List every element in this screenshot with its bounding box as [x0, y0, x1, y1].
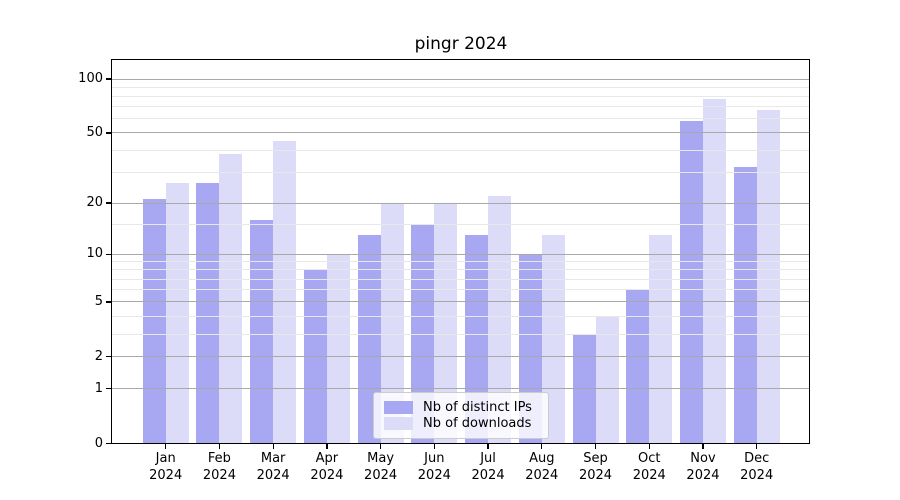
bar-downloads-oct [649, 235, 673, 444]
x-tick [165, 444, 167, 449]
bar-distinct-ips-apr [303, 269, 327, 444]
major-gridline [112, 78, 810, 80]
x-label-year: 2024 [310, 468, 344, 483]
bar-downloads-apr [326, 254, 350, 444]
legend-item-downloads: Nb of downloads [384, 416, 538, 431]
bar-downloads-aug [541, 235, 565, 444]
x-tick-label-feb: Feb 2024 [187, 450, 251, 484]
minor-gridline [112, 86, 810, 88]
bar-distinct-ips-dec [733, 167, 757, 444]
x-tick [594, 444, 597, 449]
bar-distinct-ips-sep [572, 334, 596, 444]
x-tick-label-sep: Sep 2024 [564, 450, 628, 484]
bar-downloads-jun [434, 203, 458, 444]
bar-downloads-dec [756, 110, 780, 444]
y-tick [106, 78, 111, 80]
x-label-year: 2024 [632, 468, 666, 483]
bar-downloads-sep [595, 316, 619, 444]
bar-downloads-mar [273, 141, 297, 444]
x-label-month: Sep [583, 451, 608, 466]
x-label-year: 2024 [740, 468, 774, 483]
x-label-year: 2024 [686, 468, 720, 483]
x-label-month: Aug [529, 451, 555, 466]
x-label-month: Mar [260, 451, 286, 466]
bar-distinct-ips-may [357, 235, 381, 444]
x-label-year: 2024 [578, 468, 613, 483]
legend-label-downloads: Nb of downloads [423, 416, 532, 431]
x-tick-label-dec: Dec 2024 [725, 450, 789, 484]
legend: Nb of distinct IPs Nb of downloads [373, 392, 549, 439]
x-tick-label-nov: Nov 2024 [671, 450, 735, 484]
x-tick [648, 444, 650, 449]
legend-label-distinct-ips: Nb of distinct IPs [423, 400, 532, 415]
y-tick-label: 1 [94, 380, 103, 396]
bar-distinct-ips-nov [679, 121, 703, 444]
bar-distinct-ips-feb [196, 183, 220, 444]
x-label-year: 2024 [364, 468, 398, 483]
x-label-year: 2024 [256, 468, 290, 483]
x-label-month: Jul [480, 451, 496, 466]
y-tick [106, 202, 111, 204]
y-tick [106, 301, 111, 303]
y-tick [106, 388, 111, 390]
y-tick [106, 356, 111, 358]
x-tick [326, 444, 328, 449]
y-tick-label: 100 [78, 71, 103, 86]
legend-item-distinct-ips: Nb of distinct IPs [384, 400, 538, 415]
legend-swatch-distinct-ips [384, 401, 413, 414]
x-tick [756, 444, 758, 449]
bar-downloads-may [380, 203, 404, 444]
y-tick [106, 442, 111, 445]
x-label-month: Jun [424, 451, 445, 466]
x-label-month: Jan [155, 451, 176, 466]
y-tick-label: 20 [86, 195, 103, 211]
x-label-month: Dec [744, 451, 770, 466]
bar-downloads-jan [165, 183, 189, 444]
x-tick-label-jul: Jul 2024 [456, 450, 520, 484]
x-label-year: 2024 [525, 468, 559, 483]
x-label-year: 2024 [202, 468, 236, 483]
x-label-month: Nov [690, 451, 716, 466]
x-label-year: 2024 [417, 468, 451, 483]
x-tick-label-jun: Jun 2024 [402, 450, 466, 484]
y-tick-label: 5 [94, 293, 103, 309]
x-label-year: 2024 [149, 468, 183, 483]
x-tick [272, 444, 274, 449]
bar-distinct-ips-mar [250, 219, 274, 444]
bar-distinct-ips-jul [465, 235, 489, 444]
x-tick [541, 444, 543, 449]
x-tick-label-apr: Apr 2024 [295, 450, 359, 484]
x-label-month: Oct [637, 451, 661, 466]
bar-downloads-feb [219, 154, 243, 444]
minor-gridline [112, 95, 810, 97]
x-tick-label-may: May 2024 [349, 450, 413, 484]
bar-distinct-ips-oct [626, 289, 650, 444]
x-label-year: 2024 [471, 468, 505, 483]
x-tick-label-jan: Jan 2024 [134, 450, 198, 484]
y-tick-label: 10 [86, 246, 103, 262]
x-tick [218, 444, 221, 449]
x-label-month: May [367, 451, 395, 466]
y-tick [106, 132, 111, 134]
x-label-month: Feb [207, 451, 231, 466]
bar-distinct-ips-jan [142, 199, 166, 444]
y-tick [106, 253, 111, 255]
x-tick-label-mar: Mar 2024 [241, 450, 305, 484]
legend-swatch-downloads [384, 417, 413, 430]
x-tick-label-oct: Oct 2024 [617, 450, 681, 484]
x-tick [487, 444, 489, 449]
x-tick [380, 444, 382, 449]
x-tick-label-aug: Aug 2024 [510, 450, 574, 484]
bar-downloads-nov [702, 99, 726, 444]
x-tick [702, 444, 704, 449]
y-tick-label: 2 [94, 348, 103, 364]
bar-downloads-jul [488, 195, 512, 444]
x-tick [433, 444, 436, 449]
y-tick-label: 50 [86, 124, 103, 140]
chart-title: pingr 2024 [414, 34, 508, 54]
x-label-month: Apr [315, 451, 339, 466]
y-tick-label: 0 [94, 435, 103, 451]
